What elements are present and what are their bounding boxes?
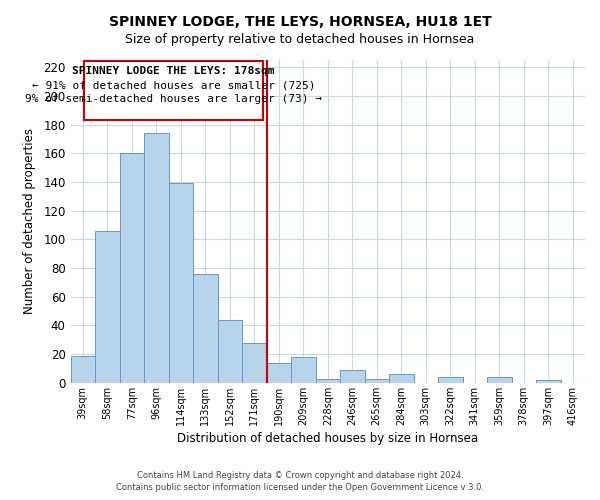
Bar: [340, 370, 365, 383]
Bar: [291, 357, 316, 383]
Bar: [266, 363, 291, 383]
Bar: [389, 374, 413, 383]
Bar: [95, 231, 119, 383]
Bar: [119, 154, 144, 383]
Bar: [242, 342, 266, 383]
Text: 9% of semi-detached houses are larger (73) →: 9% of semi-detached houses are larger (7…: [25, 94, 322, 104]
Bar: [316, 378, 340, 383]
Bar: [365, 378, 389, 383]
Bar: [536, 380, 560, 383]
Bar: [193, 274, 218, 383]
Bar: [487, 377, 511, 383]
Y-axis label: Number of detached properties: Number of detached properties: [23, 128, 37, 314]
Bar: [169, 184, 193, 383]
Bar: [144, 133, 169, 383]
Bar: [438, 377, 463, 383]
Text: ← 91% of detached houses are smaller (725): ← 91% of detached houses are smaller (72…: [32, 80, 315, 90]
Text: Size of property relative to detached houses in Hornsea: Size of property relative to detached ho…: [125, 32, 475, 46]
FancyBboxPatch shape: [84, 62, 263, 120]
Text: SPINNEY LODGE THE LEYS: 178sqm: SPINNEY LODGE THE LEYS: 178sqm: [72, 66, 275, 76]
Text: SPINNEY LODGE, THE LEYS, HORNSEA, HU18 1ET: SPINNEY LODGE, THE LEYS, HORNSEA, HU18 1…: [109, 15, 491, 29]
Bar: [218, 320, 242, 383]
X-axis label: Distribution of detached houses by size in Hornsea: Distribution of detached houses by size …: [177, 432, 478, 445]
Bar: [71, 356, 95, 383]
Text: Contains HM Land Registry data © Crown copyright and database right 2024.
Contai: Contains HM Land Registry data © Crown c…: [116, 471, 484, 492]
